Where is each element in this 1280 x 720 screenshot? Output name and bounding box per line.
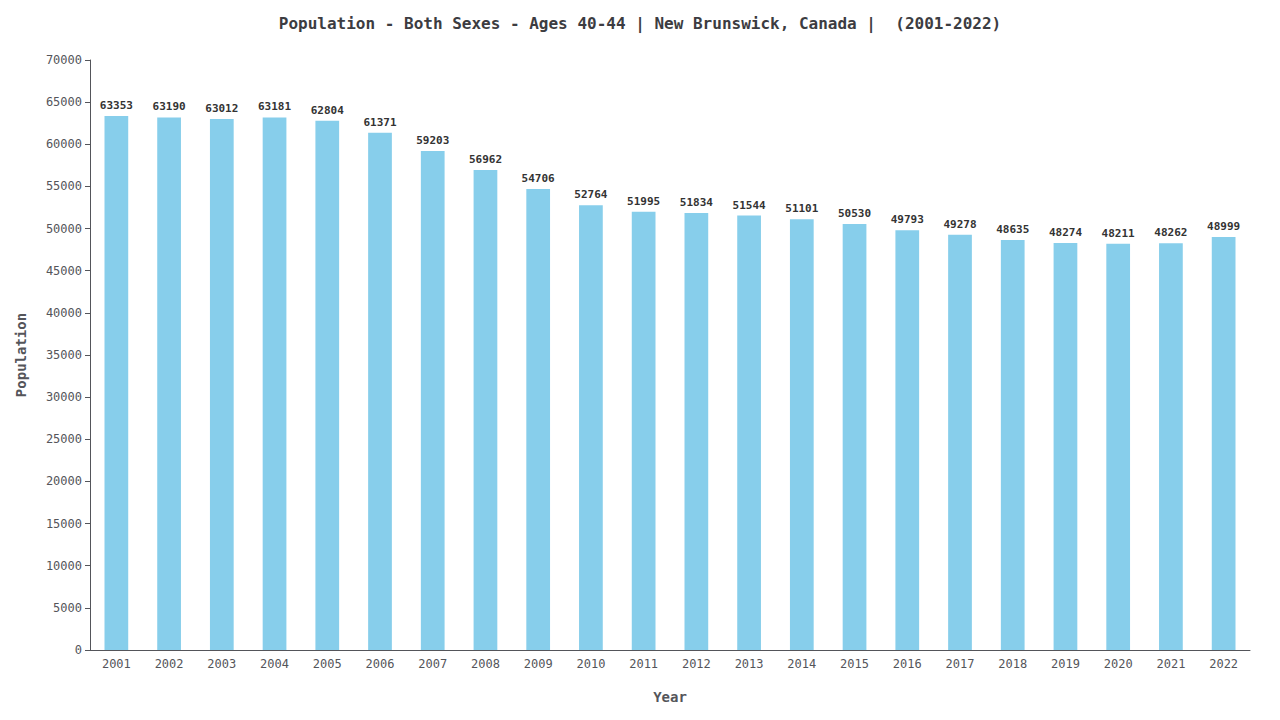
svg-text:2019: 2019 — [1051, 657, 1080, 671]
svg-text:48999: 48999 — [1207, 220, 1240, 233]
svg-text:5000: 5000 — [53, 601, 82, 615]
svg-text:49793: 49793 — [891, 213, 924, 226]
svg-text:2005: 2005 — [313, 657, 342, 671]
svg-text:2016: 2016 — [893, 657, 922, 671]
svg-text:63190: 63190 — [153, 100, 186, 113]
svg-text:2022: 2022 — [1209, 657, 1238, 671]
svg-text:0: 0 — [75, 643, 82, 657]
svg-text:48262: 48262 — [1154, 226, 1187, 239]
svg-text:2017: 2017 — [946, 657, 975, 671]
svg-text:50000: 50000 — [46, 222, 82, 236]
svg-text:Year: Year — [653, 689, 687, 705]
svg-text:2001: 2001 — [102, 657, 131, 671]
svg-text:51544: 51544 — [733, 199, 766, 212]
svg-text:2009: 2009 — [524, 657, 553, 671]
svg-text:2013: 2013 — [735, 657, 764, 671]
svg-text:45000: 45000 — [46, 264, 82, 278]
svg-text:61371: 61371 — [363, 116, 396, 129]
svg-text:2014: 2014 — [787, 657, 816, 671]
svg-text:62804: 62804 — [311, 104, 344, 117]
svg-text:2010: 2010 — [576, 657, 605, 671]
svg-text:48211: 48211 — [1102, 227, 1135, 240]
svg-text:30000: 30000 — [46, 390, 82, 404]
svg-text:63012: 63012 — [205, 102, 238, 115]
svg-text:15000: 15000 — [46, 517, 82, 531]
svg-text:48635: 48635 — [996, 223, 1029, 236]
svg-text:63181: 63181 — [258, 100, 291, 113]
svg-text:25000: 25000 — [46, 432, 82, 446]
svg-text:2008: 2008 — [471, 657, 500, 671]
svg-text:35000: 35000 — [46, 348, 82, 362]
svg-text:Population: Population — [13, 313, 29, 397]
svg-text:65000: 65000 — [46, 95, 82, 109]
svg-text:2015: 2015 — [840, 657, 869, 671]
svg-text:70000: 70000 — [46, 53, 82, 67]
svg-text:51101: 51101 — [785, 202, 818, 215]
svg-text:Population - Both Sexes - Ages: Population - Both Sexes - Ages 40-44 | N… — [279, 14, 1001, 34]
svg-text:2002: 2002 — [155, 657, 184, 671]
svg-text:2021: 2021 — [1156, 657, 1185, 671]
svg-text:49278: 49278 — [943, 218, 976, 231]
svg-text:2018: 2018 — [998, 657, 1027, 671]
svg-text:52764: 52764 — [574, 188, 607, 201]
svg-text:10000: 10000 — [46, 559, 82, 573]
svg-text:20000: 20000 — [46, 474, 82, 488]
svg-text:2004: 2004 — [260, 657, 289, 671]
svg-text:51995: 51995 — [627, 195, 660, 208]
svg-text:2012: 2012 — [682, 657, 711, 671]
svg-text:50530: 50530 — [838, 207, 871, 220]
svg-text:2003: 2003 — [207, 657, 236, 671]
svg-text:55000: 55000 — [46, 179, 82, 193]
svg-text:48274: 48274 — [1049, 226, 1082, 239]
svg-text:2011: 2011 — [629, 657, 658, 671]
svg-text:2006: 2006 — [366, 657, 395, 671]
svg-text:51834: 51834 — [680, 196, 713, 209]
svg-text:2007: 2007 — [418, 657, 447, 671]
svg-text:59203: 59203 — [416, 134, 449, 147]
svg-text:40000: 40000 — [46, 306, 82, 320]
svg-text:2020: 2020 — [1104, 657, 1133, 671]
svg-text:56962: 56962 — [469, 153, 502, 166]
svg-text:63353: 63353 — [100, 99, 133, 112]
svg-text:60000: 60000 — [46, 137, 82, 151]
svg-text:54706: 54706 — [522, 172, 555, 185]
